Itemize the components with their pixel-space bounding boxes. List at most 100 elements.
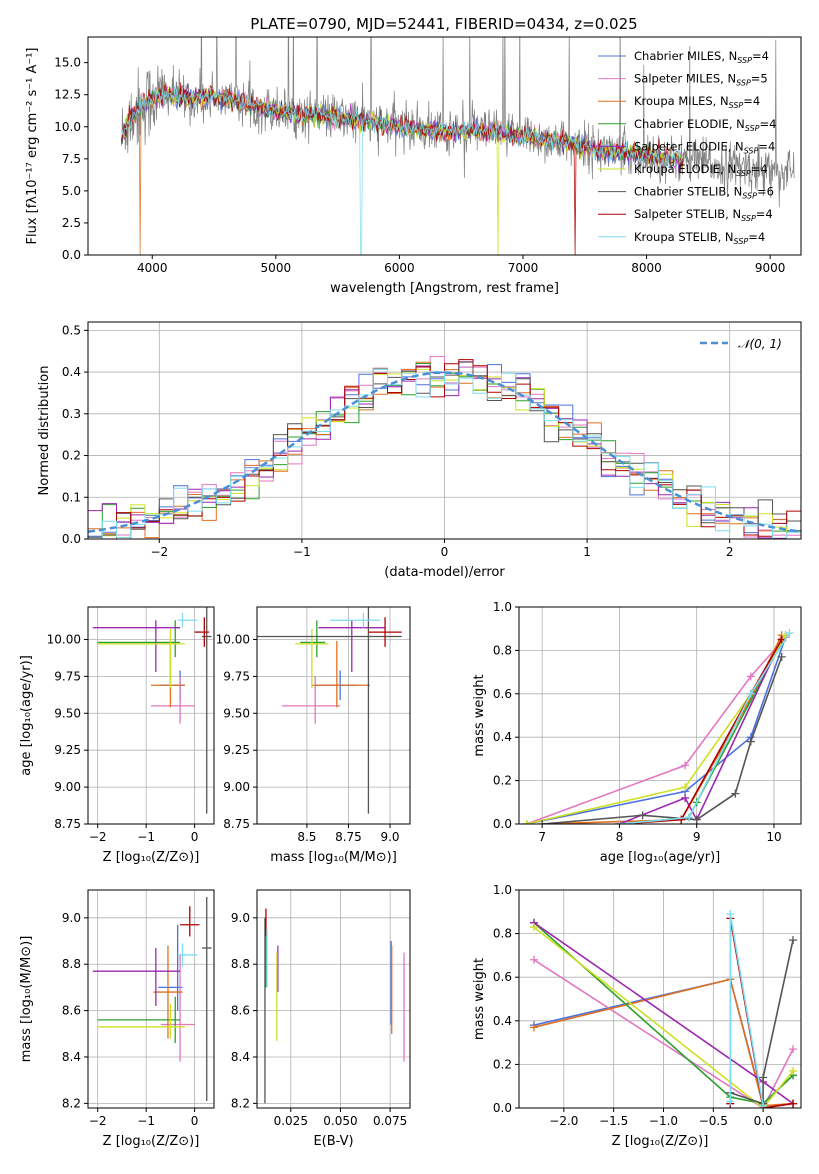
plus-marker bbox=[615, 820, 624, 824]
x-tick-label: 0.0 bbox=[754, 1114, 773, 1128]
legend-label: Salpeter ELODIE, NSSP=4 bbox=[634, 139, 775, 155]
error-bar-point bbox=[281, 676, 341, 724]
error-bar-point bbox=[160, 954, 195, 1062]
y-tick-label: 8.2 bbox=[62, 1096, 81, 1110]
y-tick-label: 0.6 bbox=[493, 687, 512, 701]
error-bar-point bbox=[180, 906, 200, 937]
y-tick-label: 0.4 bbox=[493, 730, 512, 744]
y-tick-label: 9.00 bbox=[54, 780, 81, 794]
histogram-plot-area bbox=[88, 356, 801, 539]
x-tick-label: 2 bbox=[726, 545, 734, 559]
y-tick-label: 10.00 bbox=[47, 632, 81, 646]
x-tick-label: −1 bbox=[137, 830, 155, 844]
error-bar-point bbox=[295, 629, 329, 689]
y-axis-label: mass weight bbox=[472, 674, 487, 756]
y-tick-label: 0.0 bbox=[493, 1101, 512, 1115]
normal-curve bbox=[88, 371, 799, 533]
massweight-vs-Z-chart: −2.0 −1.5 −1.0 −0.5 0.0 0.0 0.2 0.4 0.6 0.8 1.0 Z [… bbox=[472, 883, 802, 1149]
histogram-legend: 𝒩(0, 1) bbox=[700, 337, 782, 351]
x-axis-label: (data-model)/error bbox=[384, 565, 505, 580]
y-tick-label: 8.8 bbox=[62, 957, 81, 971]
y-tick-label: 9.0 bbox=[62, 911, 81, 925]
y-tick-label: 8.4 bbox=[231, 1050, 250, 1064]
axes-frame bbox=[518, 606, 802, 825]
massweight-vs-age-plot-area bbox=[522, 629, 794, 824]
axes-frame bbox=[256, 889, 411, 1109]
x-tick-label: 5000 bbox=[261, 261, 292, 275]
y-tick-label: 0.3 bbox=[62, 407, 81, 421]
plus-marker bbox=[785, 629, 794, 638]
axes-frame bbox=[87, 36, 802, 256]
series-line-salpeter-elodie bbox=[619, 639, 783, 824]
y-tick-label: 9.0 bbox=[231, 911, 250, 925]
x-tick-label: 0 bbox=[191, 1114, 199, 1128]
y-tick-label: 9.75 bbox=[54, 669, 81, 683]
x-tick-label: 7 bbox=[538, 830, 546, 844]
error-bar-point bbox=[177, 943, 198, 967]
series-line-kroupa-stelib bbox=[619, 632, 791, 824]
y-tick-label: 0.2 bbox=[62, 449, 81, 463]
x-tick-label: −2 bbox=[150, 545, 168, 559]
x-tick-label: −1 bbox=[137, 1114, 155, 1128]
plus-marker bbox=[789, 936, 798, 945]
x-tick-label: 7000 bbox=[508, 261, 539, 275]
y-tick-label: 8.75 bbox=[223, 817, 250, 831]
legend-label: Chabrier MILES, NSSP=4 bbox=[634, 49, 769, 65]
y-axis-label: Flux [fλ10⁻¹⁷ erg cm⁻² s⁻¹ A⁻¹] bbox=[25, 48, 40, 245]
residual-histogram-chart: −2 −1 0 1 2 0.0 0.1 0.2 0.3 0.4 0.5 (data-model)/er… bbox=[37, 321, 802, 580]
plus-marker bbox=[789, 1099, 798, 1108]
error-bar-point bbox=[158, 924, 183, 1011]
y-tick-label: 8.6 bbox=[62, 1004, 81, 1018]
x-tick-label: 8000 bbox=[631, 261, 662, 275]
y-tick-label: 15.0 bbox=[54, 56, 81, 70]
plus-marker bbox=[759, 1073, 768, 1082]
y-tick-label: 2.5 bbox=[62, 216, 81, 230]
x-axis-label: E(B-V) bbox=[313, 1134, 353, 1149]
plus-marker bbox=[746, 689, 755, 698]
x-tick-label: 10 bbox=[766, 830, 781, 844]
error-bar-point bbox=[300, 620, 326, 658]
mass-vs-EBV-chart: 0.025 0.050 0.075 8.2 8.4 8.6 8.8 9.0 E(B-V) bbox=[231, 889, 411, 1149]
y-tick-label: 0.8 bbox=[493, 643, 512, 657]
y-axis-label: Normed distribution bbox=[37, 366, 52, 496]
axes-frame bbox=[87, 889, 215, 1109]
y-tick-label: 0.0 bbox=[493, 817, 512, 831]
legend-label: Salpeter MILES, NSSP=5 bbox=[634, 72, 768, 88]
x-tick-label: 9000 bbox=[755, 261, 786, 275]
axes-frame bbox=[87, 606, 215, 825]
error-bar-point bbox=[311, 640, 371, 708]
y-tick-label: 0.4 bbox=[493, 1014, 512, 1028]
y-tick-label: 5.0 bbox=[62, 184, 81, 198]
series-line-chabrier-elodie bbox=[619, 634, 787, 824]
plus-marker bbox=[677, 815, 686, 824]
y-tick-label: 0.2 bbox=[493, 774, 512, 788]
age-vs-Z-chart: −2 −1 0 8.75 9.00 9.25 9.50 9.75 10.00 Z [log₁₀(Z… bbox=[19, 606, 215, 865]
mass-vs-Z-plot-area bbox=[92, 896, 212, 1102]
mass-vs-Z-chart: −2 −1 0 8.2 8.4 8.6 8.8 9.0 Z [log₁₀(Z/Z⊙)] mass … bbox=[19, 889, 215, 1149]
plus-marker bbox=[777, 652, 786, 661]
y-tick-label: 9.50 bbox=[223, 706, 250, 720]
y-tick-label: 9.00 bbox=[223, 780, 250, 794]
series-line-chabrier-stelib bbox=[542, 656, 783, 824]
x-tick-label: 0.050 bbox=[323, 1114, 357, 1128]
spectrum-plot-area bbox=[121, 37, 795, 255]
plus-marker bbox=[789, 1045, 798, 1054]
spectrum-legend: Chabrier MILES, NSSP=4 Salpeter MILES, NS… bbox=[598, 49, 776, 246]
error-bar-point bbox=[201, 607, 212, 814]
x-tick-label: 4000 bbox=[137, 261, 168, 275]
axes-frame bbox=[256, 606, 411, 825]
y-axis-label: age [log₁₀(age/yr)] bbox=[19, 655, 34, 776]
y-tick-label: 8.2 bbox=[231, 1096, 250, 1110]
model-line-kroupa-elodie bbox=[121, 83, 684, 255]
y-axis-label: mass weight bbox=[472, 958, 487, 1040]
series-line-salpeter-miles bbox=[526, 636, 787, 824]
plus-marker bbox=[529, 923, 538, 932]
error-bar-point bbox=[257, 607, 402, 814]
error-bar-point bbox=[368, 617, 402, 647]
x-tick-label: 8 bbox=[616, 830, 624, 844]
plus-marker bbox=[681, 761, 690, 770]
plus-marker bbox=[529, 955, 538, 964]
y-tick-label: 0.1 bbox=[62, 490, 81, 504]
y-tick-label: 9.75 bbox=[223, 669, 250, 683]
plus-marker bbox=[759, 1101, 768, 1108]
